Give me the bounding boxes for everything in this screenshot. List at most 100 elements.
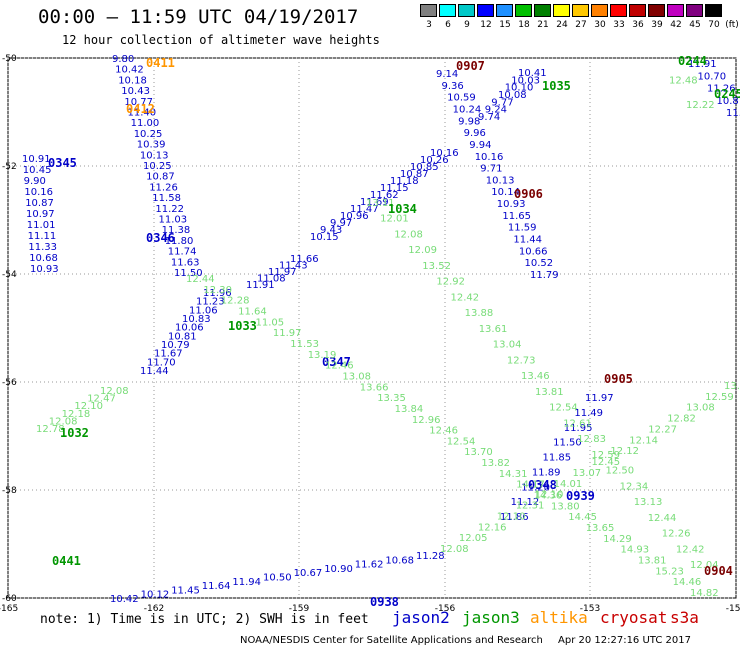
wave-height-value: 11.74: [168, 247, 197, 258]
wave-height-value: 11.08: [257, 274, 286, 285]
wave-height-value: 14.29: [603, 534, 632, 545]
lon-label: -165: [0, 604, 18, 614]
wave-height-value: 10.85: [410, 162, 439, 173]
scale-label: 6: [445, 20, 451, 30]
pass-time-label: 0441: [52, 554, 81, 568]
wave-height-value: 13.82: [481, 458, 510, 469]
scale-swatch: [686, 4, 703, 17]
wave-height-value: 11.26: [149, 182, 178, 193]
wave-height-value: 10.16: [24, 187, 53, 198]
wave-height-value: 13.13: [634, 497, 663, 508]
pass-time-label: 0939: [566, 489, 595, 503]
wave-height-value: 11.67: [154, 349, 183, 360]
wave-height-value: 12.45: [592, 457, 621, 468]
wave-height-value: 12.47: [87, 394, 116, 405]
wave-height-value: 13.70: [464, 447, 493, 458]
scale-swatch: [515, 4, 532, 17]
wave-height-value: 12.82: [667, 414, 696, 425]
wave-height-value: 13.07: [573, 468, 602, 479]
wave-height-value: 12.14: [629, 435, 658, 446]
wave-height-value: 14.93: [621, 545, 650, 556]
wave-height-value: 11.20: [521, 482, 550, 493]
wave-height-value: 13.35: [377, 393, 406, 404]
wave-height-value: 11.38: [162, 225, 191, 236]
wave-height-value: 12.09: [408, 245, 437, 256]
footer-timestamp: Apr 20 12:27:16 UTC 2017: [558, 635, 691, 646]
wave-height-value: 11.96: [203, 288, 232, 299]
scale-label: 30: [594, 20, 606, 30]
wave-height-value: 12.42: [451, 292, 480, 303]
wave-height-value: 11.66: [290, 254, 319, 265]
wave-height-value: 11.64: [202, 581, 231, 592]
wave-height-value: 10.13: [140, 150, 169, 161]
wave-height-value: 9.97: [330, 218, 352, 229]
wave-height-value: 14.01: [554, 479, 583, 490]
scale-label: 42: [670, 20, 682, 30]
lat-label: -58: [2, 486, 17, 496]
scale-swatch: [572, 4, 589, 17]
wave-height-value: 11.43: [279, 261, 308, 272]
wave-height-value: 10.81: [717, 96, 740, 107]
wave-height-value: 11.53: [290, 339, 319, 350]
scale-label: 33: [613, 20, 625, 30]
wave-height-value: 11.97: [273, 328, 302, 339]
wave-height-value: 12.44: [186, 274, 215, 285]
wave-height-value: 10.14: [491, 187, 520, 198]
pass-time-label: 0345: [48, 156, 77, 170]
scale-swatch: [705, 4, 722, 17]
wave-height-value: 12.10: [535, 490, 564, 501]
wave-height-value: 13.52: [422, 261, 451, 272]
wave-height-value: 10.43: [121, 86, 150, 97]
map-title: 00:00 – 11:59 UTC 04/19/2017: [38, 6, 359, 28]
wave-height-value: 11.95: [564, 423, 593, 434]
wave-height-value: 9.74: [478, 112, 500, 123]
wave-height-value: 11.11: [28, 231, 57, 242]
wave-height-value: 9.14: [436, 69, 458, 80]
scale-label: 12: [480, 20, 492, 30]
wave-height-value: 12.44: [648, 513, 677, 524]
wave-height-value: 14.45: [568, 512, 597, 523]
wave-height-value: 11.62: [370, 190, 399, 201]
wave-height-value: 11.26: [707, 84, 736, 95]
legend-jason3: jason3: [462, 608, 520, 627]
wave-height-value: 10.08: [498, 90, 527, 101]
wave-height-value: 11.06: [189, 305, 218, 316]
wave-height-value: 12.18: [62, 409, 91, 420]
wave-height-value: 12.42: [676, 544, 705, 555]
lon-label: -150: [726, 604, 740, 614]
wave-height-value: 10.18: [118, 75, 147, 86]
wave-height-value: 9.24: [485, 105, 507, 116]
wave-height-value: 12.46: [429, 426, 458, 437]
wave-height-value: 13.11: [366, 198, 395, 209]
wave-height-value: 10.25: [134, 129, 163, 140]
wave-height-value: 10.45: [23, 165, 52, 176]
pass-time-label: 0244: [678, 54, 707, 68]
lat-label: -52: [2, 162, 17, 172]
wave-height-value: 10.81: [168, 331, 197, 342]
scale-label: 24: [556, 20, 568, 30]
wave-height-value: 11.12: [511, 497, 540, 508]
lon-label: -156: [435, 604, 456, 614]
lon-label: -153: [580, 604, 600, 614]
wave-height-value: 14.17: [516, 480, 545, 491]
wave-height-value: 11.01: [27, 220, 56, 231]
pass-time-label: 0347: [322, 355, 351, 369]
wave-height-value: 11.18: [390, 176, 419, 187]
wave-height-value: 10.87: [146, 172, 175, 183]
wave-height-value: 12.59: [591, 450, 620, 461]
pass-time-label: 1033: [228, 319, 257, 333]
wave-height-value: 9.77: [491, 97, 513, 108]
wave-height-value: 12.10: [74, 401, 103, 412]
wave-height-value: 10.39: [137, 140, 166, 151]
wave-height-value: 12.04: [690, 560, 719, 571]
scale-swatch: [439, 4, 456, 17]
wave-height-value: 10.68: [29, 253, 58, 264]
wave-height-value: 12.48: [669, 76, 698, 87]
wave-height-value: 12.54: [549, 403, 578, 414]
wave-height-value: 15.23: [655, 566, 684, 577]
wave-height-value: 13.39: [724, 381, 740, 392]
wave-height-value: 12.26: [662, 529, 691, 540]
wave-height-value: 12.34: [620, 481, 649, 492]
wave-height-value: 12.92: [436, 277, 465, 288]
